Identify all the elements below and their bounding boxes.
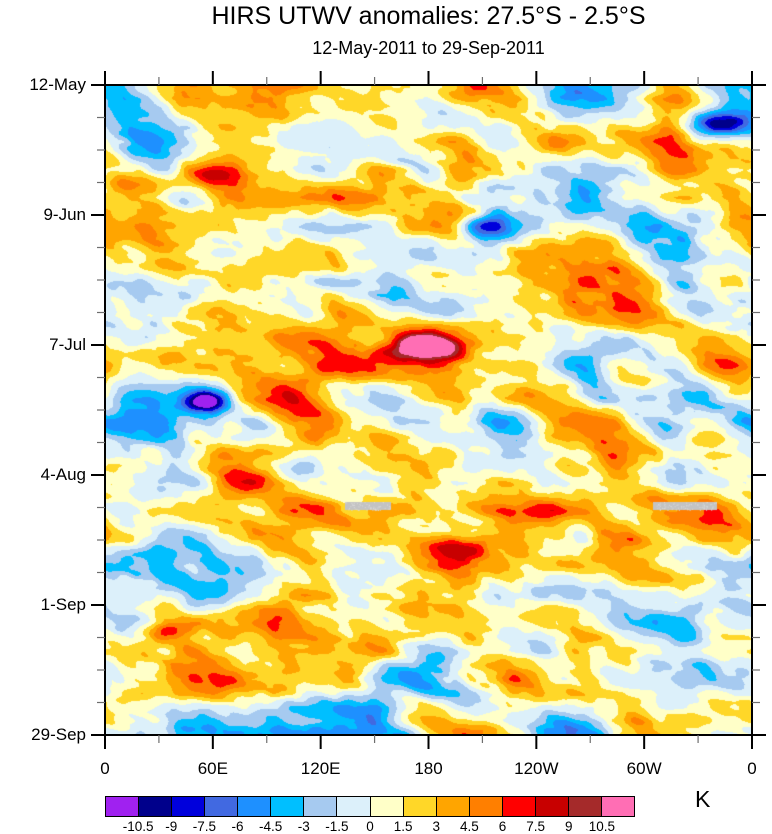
x-tick-label: 0 xyxy=(100,759,110,778)
chart-subtitle: 12-May-2011 to 29-Sep-2011 xyxy=(312,38,545,58)
colorbar-cell xyxy=(106,797,140,816)
x-tick-label: 120W xyxy=(514,759,559,778)
colorbar-tick-label: 1.5 xyxy=(393,819,413,834)
x-tick-label: 60W xyxy=(626,759,662,778)
colorbar-cell xyxy=(337,797,371,816)
colorbar-tick-label: 3 xyxy=(432,819,441,834)
colorbar-tick-label: 7.5 xyxy=(526,819,546,834)
y-tick-label: 1-Sep xyxy=(40,595,86,614)
colorbar-cell xyxy=(304,797,338,816)
x-tick-label: 0 xyxy=(747,759,757,778)
colorbar-cell xyxy=(469,797,503,816)
x-tick-label: 120E xyxy=(300,759,341,778)
colorbar-cell xyxy=(172,797,206,816)
colorbar-tick-label: 4.5 xyxy=(459,819,479,834)
y-tick-label: 4-Aug xyxy=(40,465,86,484)
colorbar-tick-label: -7.5 xyxy=(192,819,217,834)
colorbar-tick-label: -6 xyxy=(231,819,244,834)
colorbar-tick-label: 9 xyxy=(564,819,573,834)
colorbar-cell xyxy=(403,797,437,816)
colorbar-cell xyxy=(568,797,602,816)
y-tick-label: 29-Sep xyxy=(31,725,86,744)
colorbar-tick-label: 6 xyxy=(498,819,507,834)
colorbar-cell xyxy=(238,797,272,816)
colorbar-cell xyxy=(436,797,470,816)
colorbar-tick-label: -9 xyxy=(165,819,178,834)
x-tick-label: 180 xyxy=(414,759,443,778)
colorbar-tick-label: -1.5 xyxy=(325,819,349,834)
colorbar-tick-label: -3 xyxy=(297,819,310,834)
colorbar-unit-label: K xyxy=(695,786,711,812)
colorbar xyxy=(105,796,635,817)
y-tick-label: 9-Jun xyxy=(43,205,86,224)
colorbar-cell xyxy=(601,797,634,816)
colorbar-cell xyxy=(271,797,305,816)
colorbar-tick-label: -4.5 xyxy=(258,819,283,834)
colorbar-tick-label: 10.5 xyxy=(588,819,616,834)
colorbar-tick-label: -10.5 xyxy=(122,819,154,834)
colorbar-tick-label: 0 xyxy=(366,819,374,834)
colorbar-cell xyxy=(535,797,569,816)
y-tick-label: 12-May xyxy=(29,75,86,94)
x-tick-label: 60E xyxy=(197,759,228,778)
colorbar-cell xyxy=(205,797,239,816)
colorbar-cell xyxy=(139,797,173,816)
chart-title: HIRS UTWV anomalies: 27.5°S - 2.5°S xyxy=(211,2,646,30)
colorbar-cell xyxy=(370,797,404,816)
colorbar-cell xyxy=(502,797,536,816)
y-tick-label: 7-Jul xyxy=(49,335,86,354)
heatmap-canvas xyxy=(105,85,752,735)
